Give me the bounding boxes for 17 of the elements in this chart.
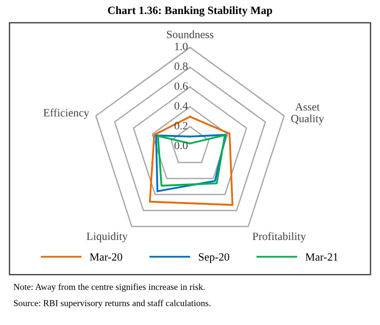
spoke-label: Profitability <box>252 232 306 242</box>
spoke-label: Efficiency <box>43 108 90 119</box>
legend-label: Mar-21 <box>306 253 338 261</box>
spoke-label: Liquidity <box>86 232 128 242</box>
spoke-label: Soundness <box>166 30 214 38</box>
legend-label: Mar-20 <box>90 253 122 261</box>
y-tick-label: 0.2 <box>174 122 188 130</box>
chart-title: Chart 1.36: Banking Stability Map <box>108 6 272 16</box>
y-tick-label: 0.6 <box>174 82 188 90</box>
spoke-label: Asset Quality <box>291 103 324 125</box>
source-note: Source: RBI supervisory returns and staff calculations. <box>14 300 210 308</box>
text: Note: Away from the centre signifies increase in risk. <box>14 283 205 292</box>
y-tick-label: 0.8 <box>174 62 188 70</box>
y-tick-label: 0.4 <box>174 102 188 110</box>
y-tick-label: 0.0 <box>174 142 188 150</box>
y-tick-label: 1.0 <box>175 42 188 50</box>
legend-label: Sep-20 <box>198 253 230 263</box>
